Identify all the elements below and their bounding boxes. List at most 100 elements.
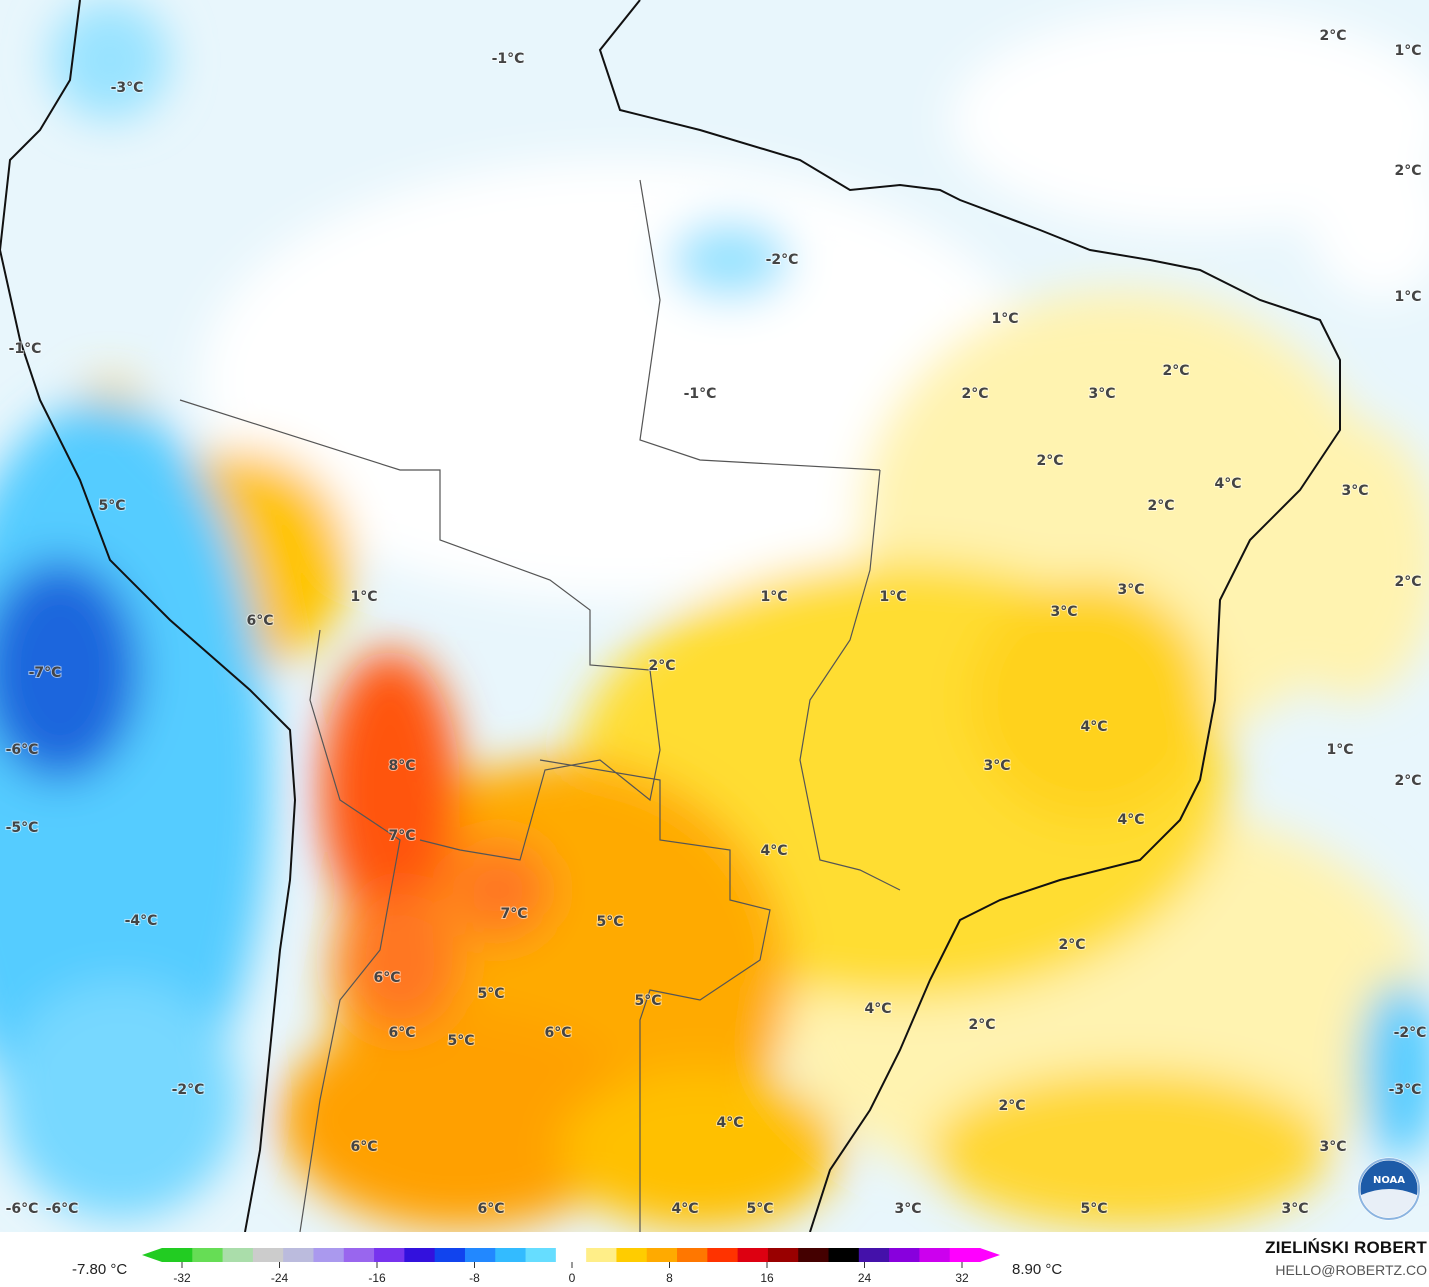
temperature-label: 6°C <box>373 970 400 986</box>
colorbar-swatch <box>464 1248 496 1262</box>
temperature-label: 5°C <box>596 914 623 930</box>
temperature-label: -3°C <box>111 80 144 96</box>
temperature-label: 6°C <box>544 1025 571 1041</box>
colorbar: -32 -24 -16 -8 0 8 16 24 32 <box>142 1248 1000 1284</box>
temperature-label: 6°C <box>350 1139 377 1155</box>
colorbar-swatch <box>858 1248 890 1262</box>
colorbar-tick-label: 8 <box>666 1271 673 1284</box>
temperature-label: 2°C <box>1394 574 1421 590</box>
colorbar-swatch <box>222 1248 254 1262</box>
colorbar-swatch <box>767 1248 799 1262</box>
colorbar-swatch <box>737 1248 769 1262</box>
noaa-logo-text: NOAA <box>1373 1175 1405 1186</box>
temperature-label: -5°C <box>6 820 39 836</box>
temperature-label: 3°C <box>1281 1201 1308 1217</box>
colorbar-tick-label: 16 <box>760 1271 774 1284</box>
temperature-label: 4°C <box>760 843 787 859</box>
colorbar-tick-label: 0 <box>569 1271 576 1284</box>
colorbar-swatch <box>677 1248 708 1262</box>
colorbar-swatch <box>616 1248 648 1262</box>
temperature-label: 4°C <box>864 1001 891 1017</box>
colorbar-swatch <box>283 1248 314 1262</box>
colorbar-swatch <box>374 1248 405 1262</box>
temperature-label: -1°C <box>684 386 717 402</box>
temperature-label: 6°C <box>477 1201 504 1217</box>
temperature-label: -1°C <box>9 341 42 357</box>
colorbar-min-arrow <box>142 1248 162 1262</box>
temperature-label: 7°C <box>388 828 415 844</box>
temperature-label: -1°C <box>492 51 525 67</box>
colorbar-swatch <box>525 1248 557 1262</box>
colorbar-swatch <box>798 1248 830 1262</box>
temperature-label: 2°C <box>961 386 988 402</box>
temperature-anomaly-map: 1°C 2°C -1°C -3°C 2°C -2°C 1°C 1°C -1°C 2°C 2°C 3°C… <box>0 0 1429 1232</box>
temperature-label: 5°C <box>98 498 125 514</box>
legend-max-value: 8.90 °C <box>1012 1261 1063 1278</box>
colorbar-swatch <box>313 1248 345 1262</box>
temperature-label: -2°C <box>766 252 799 268</box>
temperature-labels: 1°C 2°C -1°C -3°C 2°C -2°C 1°C 1°C -1°C 2°C 2°C 3°C… <box>5 27 1428 1218</box>
colorbar-tick-label: -16 <box>368 1271 386 1284</box>
temperature-label: 5°C <box>447 1033 474 1049</box>
colorbar-swatch <box>949 1248 981 1262</box>
temperature-label: 1°C <box>1394 289 1421 305</box>
colorbar-swatch <box>404 1248 436 1262</box>
colorbar-swatch <box>919 1248 951 1262</box>
temperature-label: -4°C <box>125 913 158 929</box>
temperature-label: 2°C <box>1036 453 1063 469</box>
temperature-label: 2°C <box>1147 498 1174 514</box>
colorbar-tick-label: 32 <box>955 1271 969 1284</box>
temperature-label: 1°C <box>1326 742 1353 758</box>
colorbar-tick-label: 24 <box>858 1271 872 1284</box>
temperature-label: 2°C <box>1162 363 1189 379</box>
temperature-label: 4°C <box>671 1201 698 1217</box>
temperature-label: -3°C <box>1389 1082 1422 1098</box>
temperature-label: 2°C <box>648 658 675 674</box>
temperature-label: 3°C <box>983 758 1010 774</box>
legend-min-value: -7.80 °C <box>72 1261 128 1278</box>
temperature-label: 2°C <box>1394 163 1421 179</box>
colorbar-tick-label: -8 <box>469 1271 480 1284</box>
temperature-label: 2°C <box>1394 773 1421 789</box>
temperature-label: -6°C <box>6 742 39 758</box>
colorbar-swatch <box>828 1248 860 1262</box>
noaa-logo: NOAA <box>1357 1157 1421 1221</box>
temperature-label: 4°C <box>1080 719 1107 735</box>
temperature-label: 4°C <box>1214 476 1241 492</box>
temperature-label: 3°C <box>1050 604 1077 620</box>
colorbar-swatch <box>434 1248 466 1262</box>
colorbar-swatch <box>192 1248 224 1262</box>
temperature-label: 2°C <box>998 1098 1025 1114</box>
colorbar-tick-label: -24 <box>271 1271 289 1284</box>
temperature-label: 3°C <box>1117 582 1144 598</box>
temperature-label: 2°C <box>1319 28 1346 44</box>
temperature-label: 3°C <box>1088 386 1115 402</box>
temperature-label: 1°C <box>879 589 906 605</box>
temperature-label: 8°C <box>388 758 415 774</box>
temperature-label: 4°C <box>716 1115 743 1131</box>
colorbar-swatch <box>889 1248 920 1262</box>
colorbar-swatch <box>707 1248 739 1262</box>
colorbar-swatch <box>343 1248 375 1262</box>
colorbar-swatch <box>495 1248 527 1262</box>
temperature-label: 6°C <box>388 1025 415 1041</box>
temperature-label: -6°C <box>6 1201 39 1217</box>
temperature-label: 6°C <box>246 613 273 629</box>
temperature-label: 3°C <box>1319 1139 1346 1155</box>
temperature-label: 2°C <box>1058 937 1085 953</box>
temperature-label: 4°C <box>1117 812 1144 828</box>
coastline <box>0 0 1341 1232</box>
country-borders <box>179 179 901 1232</box>
colorbar-tick-label: -32 <box>173 1271 191 1284</box>
colorbar-swatch <box>646 1248 678 1262</box>
colorbar-swatch <box>252 1248 284 1262</box>
temperature-label: 5°C <box>1080 1201 1107 1217</box>
author-email: HELLO@ROBERTZ.CO <box>1275 1262 1427 1278</box>
colorbar-swatch <box>555 1248 587 1262</box>
temperature-label: -2°C <box>1394 1025 1427 1041</box>
temperature-label: 5°C <box>634 993 661 1009</box>
color-fill-layer <box>0 0 1429 1230</box>
color-legend: -7.80 °C -32 -24 -16 -8 0 8 16 24 32 8.90 °C ZIE… <box>0 1232 1429 1287</box>
temperature-label: 3°C <box>894 1201 921 1217</box>
temperature-label: -7°C <box>29 665 62 681</box>
